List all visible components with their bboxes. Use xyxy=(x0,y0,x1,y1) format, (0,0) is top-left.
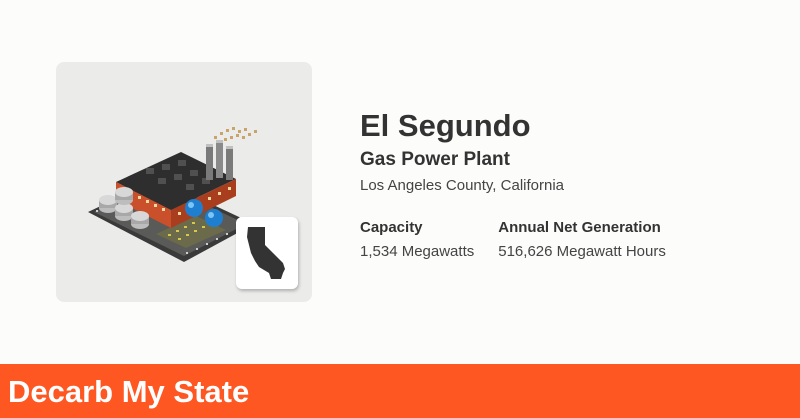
gas-power-plant-icon xyxy=(88,127,257,262)
plant-image-card xyxy=(56,62,312,302)
capacity-stat: Capacity 1,534 Megawatts xyxy=(360,216,474,264)
california-state-icon xyxy=(247,227,285,279)
plant-location: Los Angeles County, California xyxy=(360,177,565,194)
plant-type: Gas Power Plant xyxy=(360,149,510,170)
brand-name: Decarb My State xyxy=(8,374,250,409)
generation-label: Annual Net Generation xyxy=(498,219,661,236)
state-badge xyxy=(236,217,298,289)
generation-value: 516,626 Megawatt Hours xyxy=(498,243,666,260)
plant-stats: Capacity 1,534 Megawatts Annual Net Gene… xyxy=(360,216,780,264)
generation-stat: Annual Net Generation 516,626 Megawatt H… xyxy=(498,216,666,264)
plant-info: El Segundo Gas Power Plant Los Angeles C… xyxy=(360,104,780,264)
capacity-value: 1,534 Megawatts xyxy=(360,243,475,260)
capacity-label: Capacity xyxy=(360,219,423,236)
footer-bar: Decarb My State xyxy=(0,364,800,418)
plant-name: El Segundo xyxy=(360,108,531,143)
